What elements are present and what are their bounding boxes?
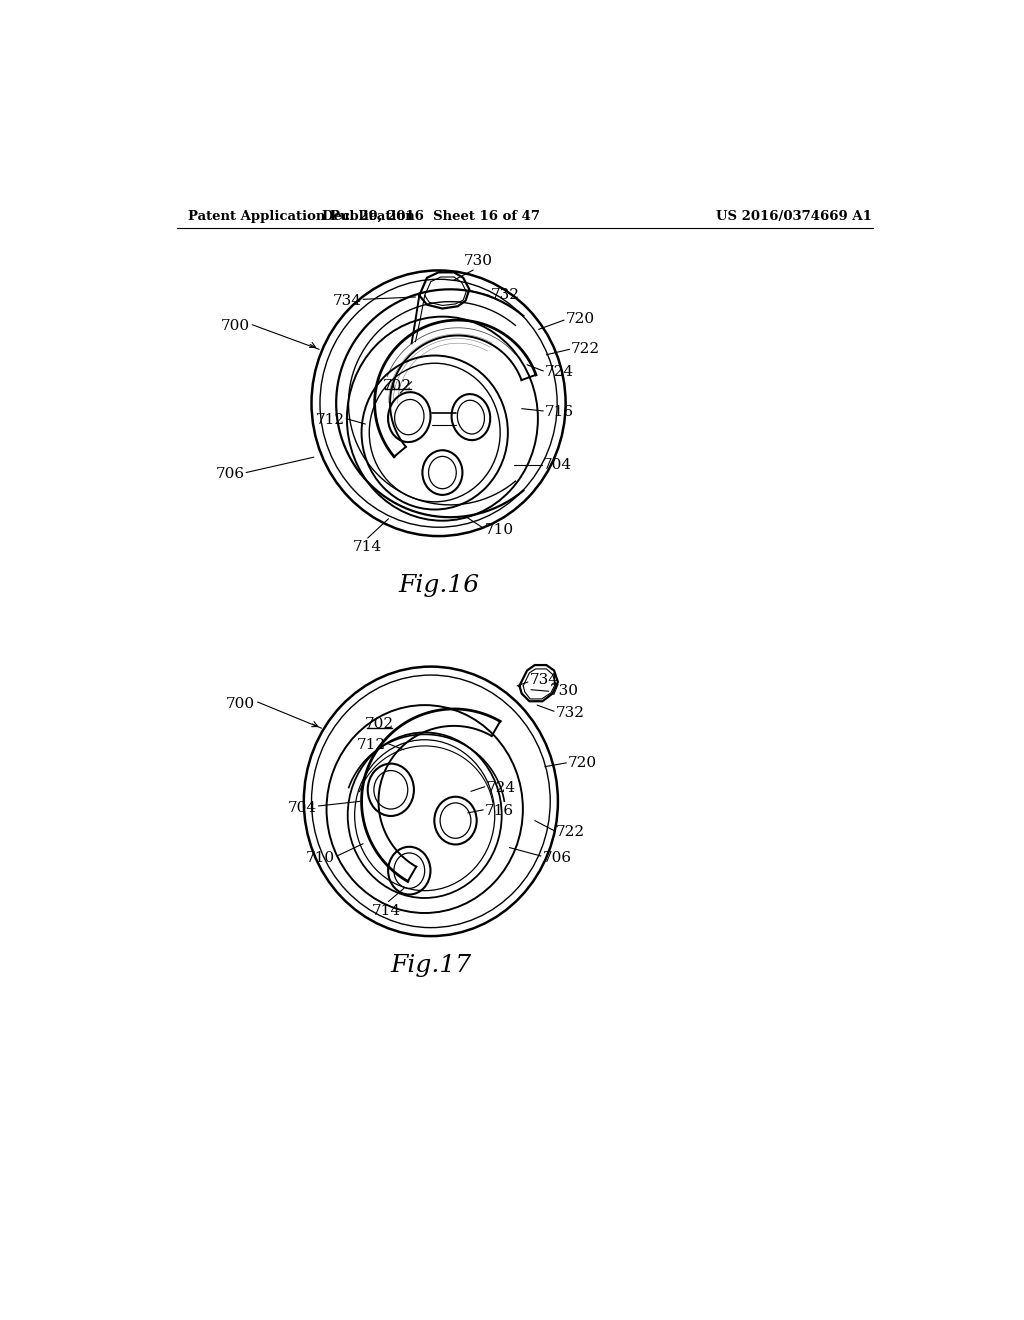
Text: 716: 716 [545,405,573,420]
Text: 720: 720 [568,756,597,770]
Text: 730: 730 [464,253,494,268]
Text: Fig.16: Fig.16 [398,574,479,597]
Text: 734: 734 [333,294,361,308]
Text: 716: 716 [484,804,514,818]
Text: 722: 722 [556,825,585,840]
Text: 722: 722 [571,342,600,356]
Text: 712: 712 [315,413,345,428]
Text: 732: 732 [490,289,520,302]
Text: Patent Application Publication: Patent Application Publication [188,210,415,223]
Text: 710: 710 [484,523,514,537]
Text: 702: 702 [383,379,413,392]
Text: Dec. 29, 2016  Sheet 16 of 47: Dec. 29, 2016 Sheet 16 of 47 [322,210,540,223]
Text: 724: 724 [486,781,515,795]
Text: 734: 734 [529,673,558,688]
Text: 700: 700 [221,319,250,333]
Text: 710: 710 [305,850,335,865]
Text: 720: 720 [565,312,595,326]
Text: 730: 730 [550,684,580,698]
Text: 704: 704 [288,800,316,814]
Text: 704: 704 [543,458,571,471]
Text: Fig.17: Fig.17 [390,954,471,977]
Text: 714: 714 [353,540,382,553]
Text: 702: 702 [365,717,394,731]
Text: 714: 714 [372,904,400,917]
Text: 706: 706 [543,850,571,865]
Text: 700: 700 [226,697,255,710]
Text: 706: 706 [215,467,245,480]
Text: 732: 732 [556,706,585,719]
Text: 724: 724 [545,366,573,379]
Text: US 2016/0374669 A1: US 2016/0374669 A1 [716,210,871,223]
Text: 712: 712 [357,738,386,752]
